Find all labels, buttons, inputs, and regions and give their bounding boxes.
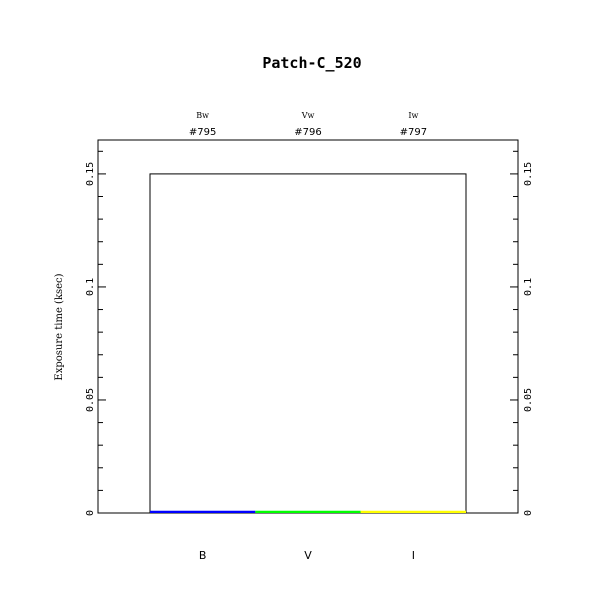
outline-bar — [149, 173, 467, 514]
y-tick-label-right: 0.1 — [523, 278, 534, 296]
chart-title: Patch-C_520 — [262, 54, 361, 72]
x-category-label: I — [412, 549, 415, 562]
filter-label: Bw — [196, 111, 209, 120]
x-category-label: V — [304, 549, 312, 562]
x-category-label: B — [199, 549, 207, 562]
bar-i — [360, 510, 466, 513]
y-tick-label-left: 0.15 — [85, 162, 96, 186]
filter-label: Vw — [301, 111, 315, 120]
y-tick-label-left: 0 — [85, 510, 96, 516]
y-tick-label-left: 0.1 — [85, 278, 96, 296]
y-tick-label-right: 0.15 — [523, 162, 534, 186]
exposure-id-label: #797 — [400, 127, 427, 138]
y-tick-label-right: 0.05 — [523, 388, 534, 412]
exposure-id-label: #796 — [294, 127, 321, 138]
y-tick-label-right: 0 — [523, 510, 534, 516]
y-tick-label-left: 0.05 — [85, 388, 96, 412]
filter-label: Iw — [408, 111, 418, 120]
bar-b — [150, 510, 256, 513]
exposure-id-label: #795 — [189, 127, 216, 138]
plot-frame — [97, 139, 519, 514]
bar-v — [255, 510, 361, 513]
y-axis-label: Exposure time (ksec) — [54, 273, 65, 380]
